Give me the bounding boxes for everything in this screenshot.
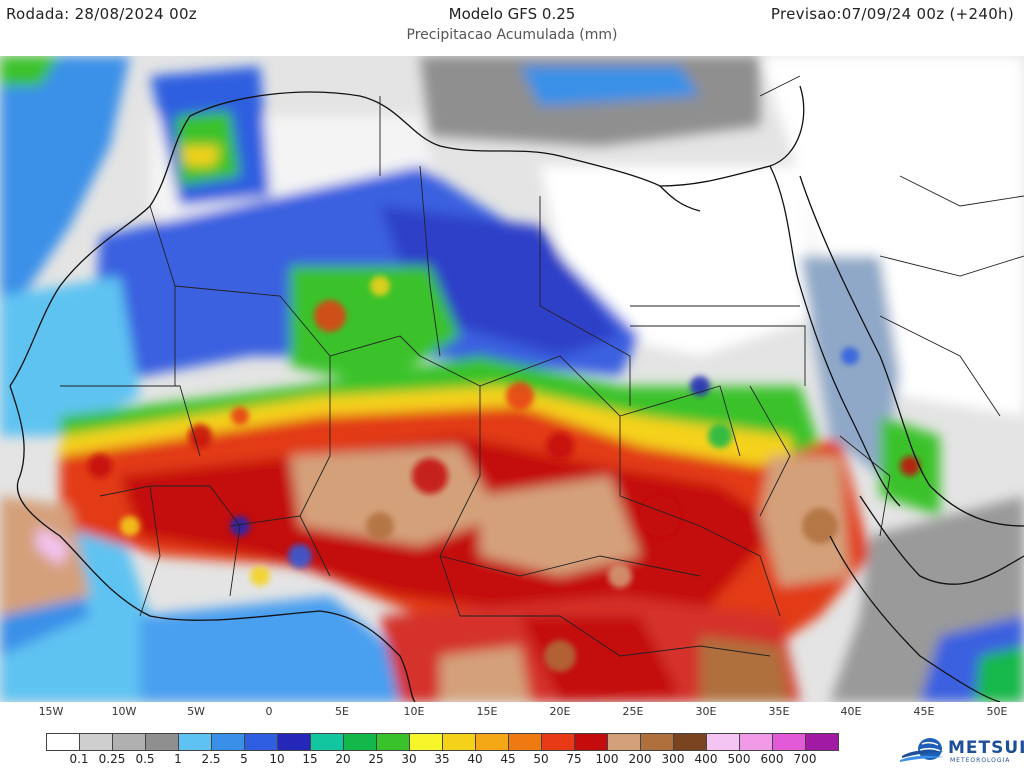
forecast-valid-label: Previsao:07/09/24 00z (+240h): [770, 5, 1014, 23]
colorbar-swatch: [706, 733, 739, 751]
precipitation-map: [0, 56, 1024, 702]
colorbar-label: 100: [595, 752, 619, 766]
colorbar-label: 10: [269, 752, 285, 766]
colorbar-swatch: [310, 733, 343, 751]
colorbar-label: 700: [793, 752, 817, 766]
colorbar-swatch: [343, 733, 376, 751]
colorbar: [46, 733, 839, 751]
colorbar-swatch: [211, 733, 244, 751]
colorbar-label: 30: [401, 752, 417, 766]
longitude-label: 10W: [111, 705, 137, 718]
colorbar-label: 2.5: [201, 752, 221, 766]
colorbar-label: 0.5: [135, 752, 155, 766]
longitude-label: 10E: [403, 705, 425, 718]
colorbar-swatch: [145, 733, 178, 751]
colorbar-label: 5: [240, 752, 248, 766]
colorbar-label: 200: [628, 752, 652, 766]
colorbar-label: 50: [533, 752, 549, 766]
colorbar-swatch: [112, 733, 145, 751]
colorbar-label: 45: [500, 752, 516, 766]
logo-tagline: METEOROLOGIA: [950, 757, 1011, 764]
colorbar-label: 500: [727, 752, 751, 766]
country-borders: [60, 75, 1024, 657]
colorbar-swatch: [673, 733, 706, 751]
colorbar-label: 300: [661, 752, 685, 766]
colorbar-label: 40: [467, 752, 483, 766]
colorbar-label: 75: [566, 752, 582, 766]
colorbar-swatch: [277, 733, 310, 751]
colorbar-label: 20: [335, 752, 351, 766]
longitude-label: 50E: [986, 705, 1008, 718]
map-svg: [0, 56, 1024, 702]
colorbar-swatch: [805, 733, 839, 751]
colorbar-swatch: [79, 733, 112, 751]
colorbar-swatch: [442, 733, 475, 751]
run-date-label: Rodada: 28/08/2024 00z: [6, 5, 197, 23]
longitude-label: 40E: [840, 705, 862, 718]
longitude-axis: 15W 10W 5W 0 5E 10E 15E 20E 25E 30E 35E …: [0, 702, 1024, 724]
colorbar-swatch: [772, 733, 805, 751]
colorbar-label: 15: [302, 752, 318, 766]
longitude-label: 30E: [695, 705, 717, 718]
longitude-label: 0: [265, 705, 273, 718]
longitude-label: 5E: [335, 705, 349, 718]
longitude-label: 15W: [38, 705, 64, 718]
colorbar-swatch: [607, 733, 640, 751]
coastlines: [9, 85, 1024, 702]
colorbar-label: 600: [760, 752, 784, 766]
colorbar-label: 400: [694, 752, 718, 766]
colorbar-label: 25: [368, 752, 384, 766]
colorbar-label: 35: [434, 752, 450, 766]
longitude-label: 15E: [476, 705, 498, 718]
logo-name: METSUL: [948, 738, 1024, 758]
colorbar-swatch: [178, 733, 211, 751]
colorbar-swatch: [376, 733, 409, 751]
longitude-label: 45E: [913, 705, 935, 718]
colorbar-label: 0.1: [69, 752, 89, 766]
precip-cells: [88, 276, 920, 672]
colorbar-label: 0.25: [98, 752, 126, 766]
metsul-logo: METSUL METEOROLOGIA: [900, 736, 1024, 766]
colorbar-swatch: [409, 733, 442, 751]
globe-icon: [900, 738, 944, 762]
colorbar-swatch: [46, 733, 79, 751]
colorbar-swatch: [244, 733, 277, 751]
colorbar-label: 1: [174, 752, 182, 766]
colorbar-swatch: [508, 733, 541, 751]
longitude-label: 20E: [549, 705, 571, 718]
colorbar-swatch: [739, 733, 772, 751]
longitude-label: 35E: [768, 705, 790, 718]
header-bar: Rodada: 28/08/2024 00z Modelo GFS 0.25 P…: [0, 0, 1024, 56]
product-subtitle: Precipitacao Acumulada (mm): [406, 27, 618, 43]
model-title: Modelo GFS 0.25: [448, 5, 576, 23]
colorbar-swatch: [541, 733, 574, 751]
colorbar-labels: 0.1 0.25 0.5 1 2.5 5 10 15 20 25 30 35 40 45 50 75 100 20…: [46, 752, 846, 768]
colorbar-swatch: [640, 733, 673, 751]
longitude-label: 5W: [187, 705, 205, 718]
longitude-label: 25E: [622, 705, 644, 718]
colorbar-swatch: [574, 733, 607, 751]
colorbar-swatch: [475, 733, 508, 751]
